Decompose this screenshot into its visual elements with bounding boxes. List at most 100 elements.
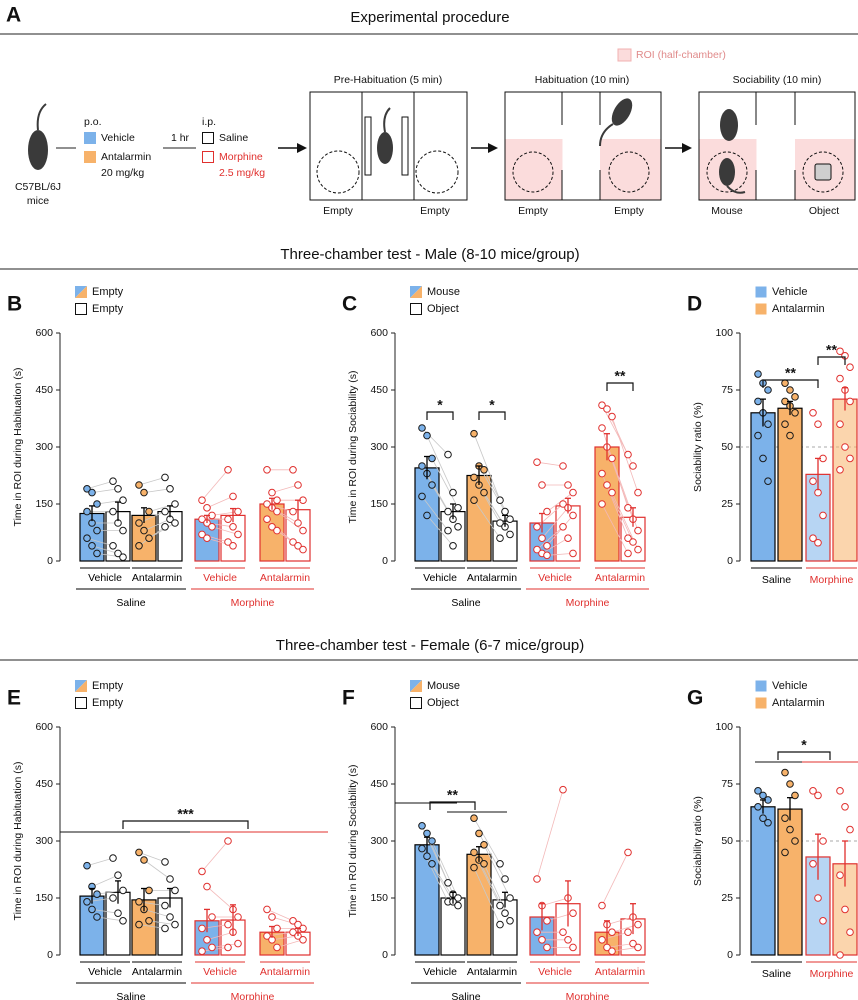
data-point [841,443,849,451]
data-point [93,549,101,558]
data-point [569,488,577,497]
roi-swatch [617,48,632,62]
data-point [289,928,297,937]
data-point [809,787,817,795]
pair-line [91,874,119,887]
data-point [836,347,844,356]
data-point [480,860,488,868]
arrow [278,143,307,153]
data-point [83,861,91,870]
legend-swatch [410,303,422,315]
pair-line [473,433,501,501]
data-point [119,886,127,895]
data-point [470,473,478,482]
data-point [781,848,789,857]
data-point [171,920,179,929]
data-point [263,515,271,524]
significance-bracket [122,820,249,829]
pair-line [478,833,506,880]
data-point [135,920,143,929]
data-point [119,917,127,925]
significance-label: * [437,397,443,413]
treatment: Antalarmin [101,151,151,163]
data-point [564,936,572,944]
pair-line [206,496,234,509]
data-point [608,412,616,421]
pair-line [206,886,234,910]
legend-label: Empty [92,286,124,298]
data-point [781,768,789,777]
panel-letter: E [7,687,21,710]
pair-line [138,477,166,486]
data-point [145,507,153,516]
x-tick-label: Antalarmin [260,966,310,978]
data-point [496,920,504,929]
data-point [234,530,242,539]
pair-line [96,916,124,922]
data-point [538,481,546,489]
x-tick-label: Vehicle [203,966,237,978]
data-point [786,825,794,834]
significance-label: * [489,397,495,413]
pair-line [138,901,166,906]
bar [777,407,803,562]
data-point [203,504,211,512]
data-point [841,803,849,811]
pair-line [611,924,639,933]
data-point [533,875,541,883]
data-point [496,534,504,543]
x-tick-label: Morphine [810,574,854,586]
pair-line [201,840,229,872]
y-tick-label: 300 [370,441,388,453]
significance-bracket [478,411,506,420]
pair-line [601,931,629,941]
data-point [480,841,488,849]
data-point [135,519,143,527]
data-point [764,386,772,394]
data-point [208,943,216,952]
data-point [171,500,179,508]
legend-swatch [410,680,422,692]
legend-swatch [755,697,767,709]
section-title: Three-chamber test - Female (6-7 mice/gr… [276,637,584,654]
pair-line [211,526,239,535]
data-point [603,943,611,952]
legend-label: Empty [92,697,124,709]
data-point [809,534,817,543]
data-point [418,844,426,853]
y-tick-label: 25 [721,498,733,510]
data-point [428,837,436,845]
data-point [608,947,616,956]
data-point [624,549,632,558]
y-tick-label: 300 [370,835,388,847]
pair-line [431,840,459,899]
dose: 2.5 mg/kg [219,167,265,179]
section-title: Three-chamber test - Male (8-10 mice/gro… [280,246,579,263]
pair-line [431,458,459,508]
data-point [841,905,849,914]
data-point [273,526,281,535]
panel-letter: C [342,293,357,316]
pair-line [201,924,229,929]
swatch [202,132,214,144]
data-point [480,488,488,497]
data-point [819,511,827,520]
legend-label: Object [427,303,459,315]
data-point [145,534,153,543]
pair-line [211,511,239,516]
pair-line [148,920,176,925]
pair-line [271,484,299,493]
pair-line [143,859,171,880]
pair-line [86,537,114,547]
data-point [759,814,767,823]
panel-a: A Experimental procedure C57BL/6J mice p… [0,4,858,217]
data-point [88,488,96,497]
data-point [289,538,297,546]
data-point [814,538,822,547]
pair-line [536,461,564,467]
data-point [140,488,148,497]
data-point [624,534,632,543]
x-tick-label: Vehicle [423,572,457,584]
pair-line [276,939,304,948]
pair-line [266,931,294,937]
